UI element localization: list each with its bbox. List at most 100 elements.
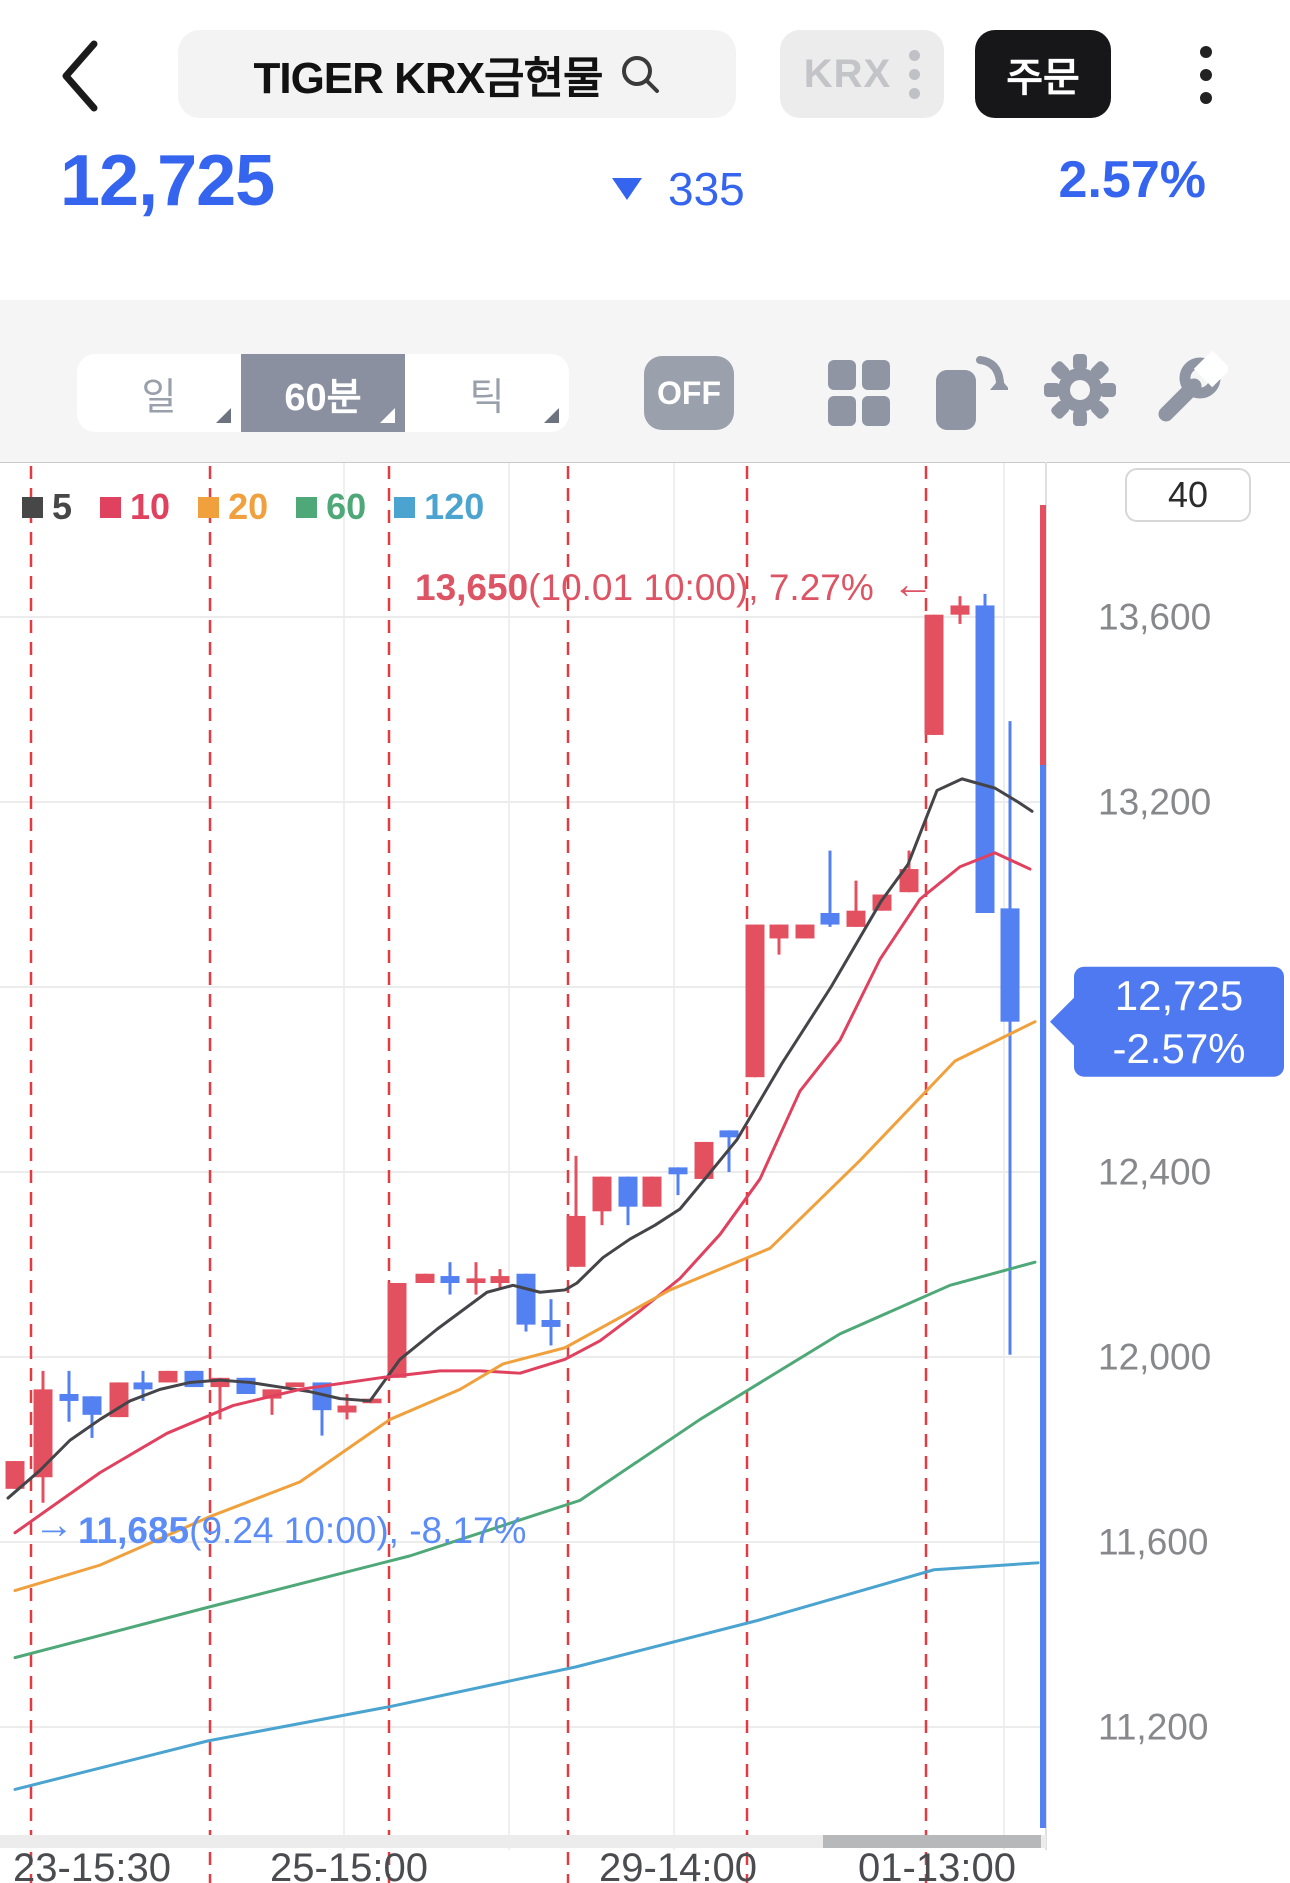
price-change: 335 bbox=[612, 162, 745, 216]
candle-body bbox=[668, 1167, 688, 1175]
dropdown-corner-icon bbox=[216, 408, 231, 423]
badge-percent: -2.57% bbox=[1112, 1025, 1245, 1072]
candle-body bbox=[618, 1176, 638, 1207]
candle-body bbox=[285, 1382, 305, 1388]
price-badge-arrow bbox=[1050, 995, 1076, 1048]
candle-body bbox=[592, 1176, 612, 1212]
back-button[interactable] bbox=[52, 36, 108, 116]
ma-line-MA5 bbox=[6, 777, 1034, 1500]
chevron-left-icon bbox=[62, 40, 98, 112]
candle-body bbox=[262, 1389, 282, 1399]
candle-count-box[interactable]: 40 bbox=[1125, 468, 1251, 522]
candle-body bbox=[312, 1382, 332, 1411]
ma-line-MA10 bbox=[13, 851, 1032, 1535]
period-tab-일[interactable]: 일 bbox=[77, 354, 241, 432]
candle-body bbox=[975, 605, 995, 913]
low-annotation: 11,685(9.24 10:00), -8.17% bbox=[78, 1510, 526, 1551]
price-badge bbox=[1074, 966, 1284, 1077]
chart-scrollbar-track[interactable] bbox=[0, 1835, 1046, 1848]
more-menu-button[interactable] bbox=[1176, 40, 1236, 110]
legend-swatch-icon bbox=[100, 496, 122, 518]
candle-body bbox=[362, 1398, 382, 1404]
rotate-screen-button[interactable] bbox=[928, 348, 1010, 437]
legend-swatch-icon bbox=[394, 496, 416, 518]
rotate-phone-icon bbox=[936, 356, 1010, 430]
dropdown-corner-icon bbox=[380, 408, 395, 423]
x-axis-label: 01-13:00 bbox=[858, 1846, 1016, 1883]
ma-legend: 5 10 20 60 120 bbox=[22, 486, 484, 528]
candle-body bbox=[516, 1273, 536, 1325]
candle-body bbox=[1000, 908, 1020, 1022]
candle-body bbox=[33, 1389, 53, 1478]
candle-body bbox=[415, 1273, 435, 1283]
gear-icon bbox=[1044, 354, 1116, 426]
wrench-icon bbox=[1158, 350, 1231, 422]
y-axis-label: 11,200 bbox=[1098, 1707, 1208, 1748]
candle-body bbox=[745, 924, 765, 1078]
high-annotation: 13,650(10.01 10:00), 7.27% bbox=[415, 567, 874, 608]
ma-line-MA120 bbox=[13, 1561, 1040, 1791]
candle-body bbox=[210, 1377, 230, 1388]
candle-body bbox=[109, 1382, 129, 1418]
indicator-off-button[interactable]: OFF bbox=[644, 356, 734, 430]
stock-name: TIGER KRX금현물 bbox=[253, 54, 603, 103]
x-axis-label: 23-15:30 bbox=[13, 1846, 171, 1883]
period-segmented-control: 일 60분 틱 bbox=[77, 354, 569, 432]
candle-body bbox=[820, 913, 840, 925]
tools-button[interactable] bbox=[1148, 350, 1231, 433]
candle-body bbox=[642, 1176, 662, 1207]
badge-price: 12,725 bbox=[1115, 972, 1243, 1019]
x-axis-label: 29-14:00 bbox=[599, 1846, 757, 1883]
search-icon bbox=[621, 56, 659, 93]
candle-body bbox=[387, 1283, 407, 1378]
candle-body bbox=[184, 1370, 204, 1388]
y-axis-label: 12,000 bbox=[1098, 1337, 1211, 1378]
candle-body bbox=[337, 1405, 357, 1413]
candle-body bbox=[899, 869, 919, 893]
ma-legend-item-60: 60 bbox=[296, 486, 366, 528]
candle-body bbox=[5, 1461, 25, 1489]
exchange-label: KRX bbox=[803, 51, 892, 96]
candle-body bbox=[158, 1370, 178, 1383]
layout-grid-button[interactable] bbox=[828, 360, 890, 426]
y-axis-label: 11,600 bbox=[1098, 1522, 1208, 1563]
ma-legend-item-10: 10 bbox=[100, 486, 170, 528]
candle-body bbox=[466, 1278, 486, 1283]
y-axis-label: 12,400 bbox=[1098, 1152, 1211, 1193]
legend-swatch-icon bbox=[296, 496, 318, 518]
change-percent: 2.57% bbox=[1058, 151, 1206, 209]
candle-body bbox=[924, 614, 944, 735]
candle-body bbox=[846, 910, 866, 927]
candle-body bbox=[795, 924, 815, 939]
low-arrow-icon: → bbox=[34, 1503, 74, 1547]
high-arrow-icon: ← bbox=[892, 560, 934, 607]
legend-swatch-icon bbox=[198, 496, 220, 518]
exchange-selector[interactable]: KRX bbox=[780, 30, 944, 118]
candle-body bbox=[440, 1276, 460, 1283]
candle-body bbox=[566, 1215, 586, 1267]
ma-line-MA60 bbox=[13, 1260, 1037, 1660]
down-arrow-icon bbox=[612, 178, 642, 200]
y-axis-label: 13,600 bbox=[1098, 597, 1211, 638]
legend-swatch-icon bbox=[22, 496, 43, 518]
candle-body bbox=[694, 1141, 714, 1179]
period-tab-60분[interactable]: 60분 bbox=[241, 354, 405, 432]
x-axis-label: 25-15:00 bbox=[270, 1846, 428, 1883]
candle-body bbox=[950, 605, 970, 615]
settings-button[interactable] bbox=[1040, 350, 1120, 433]
exchange-more-dots-icon bbox=[909, 49, 921, 99]
candle-body bbox=[769, 924, 789, 939]
current-price: 12,725 bbox=[60, 141, 275, 221]
candle-body bbox=[59, 1394, 79, 1401]
chart-scrollbar-thumb[interactable] bbox=[823, 1835, 1041, 1848]
candle-body bbox=[541, 1320, 561, 1327]
order-button[interactable]: 주문 bbox=[975, 30, 1111, 118]
candle-body bbox=[490, 1276, 510, 1283]
y-axis-label: 13,200 bbox=[1098, 782, 1211, 823]
ma-legend-item-20: 20 bbox=[198, 486, 268, 528]
ma-legend-item-120: 120 bbox=[394, 486, 484, 528]
period-tab-틱[interactable]: 틱 bbox=[405, 354, 569, 432]
dropdown-corner-icon bbox=[544, 408, 559, 423]
stock-search-field[interactable]: TIGER KRX금현물 bbox=[178, 30, 736, 118]
